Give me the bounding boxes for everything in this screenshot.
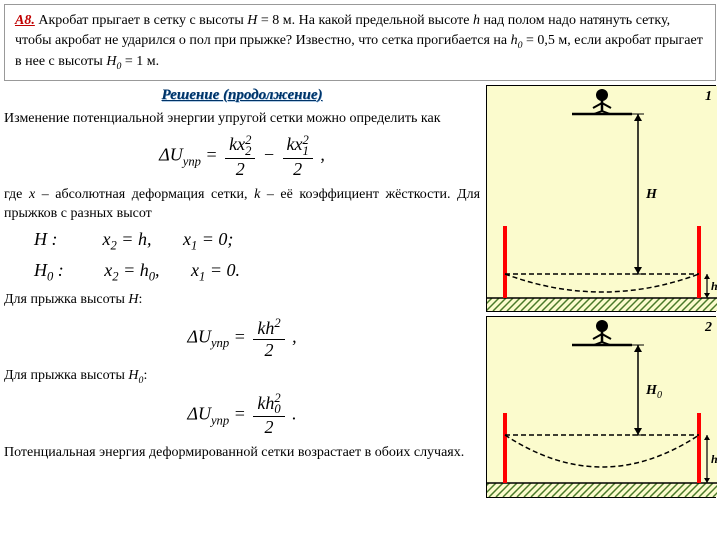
formula-H0-case: H0 : x2 = h0, x1 = 0. (4, 260, 480, 285)
paragraph-4: Для прыжка высоты H0: (4, 367, 480, 387)
main-area: Решение (продолжение) Изменение потенциа… (0, 85, 720, 498)
figure-2: H0h02 (486, 316, 716, 498)
formula-delta-U: ΔUупр = kx222 − kx212 , (4, 134, 480, 179)
paragraph-2: где x – абсолютная деформация сетки, k –… (4, 186, 480, 224)
formula-U-H0: ΔUупр = kh202 . (4, 393, 480, 438)
solution-title: Решение (продолжение) (4, 87, 480, 104)
paragraph-3: Для прыжка высоты H: (4, 291, 480, 310)
svg-text:1: 1 (705, 89, 712, 104)
svg-text:h: h (711, 279, 717, 293)
svg-text:h: h (711, 452, 717, 466)
formula-U-H: ΔUупр = kh22 , (4, 316, 480, 361)
svg-text:0: 0 (657, 390, 662, 401)
formula-H-case: H : x2 = h, x1 = 0; (4, 229, 480, 254)
problem-label: А8. (15, 13, 35, 28)
solution-column: Решение (продолжение) Изменение потенциа… (4, 85, 486, 498)
problem-text: Акробат прыгает в сетку с высоты H = 8 м… (15, 13, 703, 69)
figure-1: Hh 1 (486, 85, 716, 312)
paragraph-1: Изменение потенциальной энергии упругой … (4, 110, 480, 129)
svg-text:H: H (645, 187, 658, 202)
svg-text:2: 2 (704, 320, 712, 335)
paragraph-5: Потенциальная энергия деформированной се… (4, 444, 480, 463)
problem-statement: А8. Акробат прыгает в сетку с высоты H =… (4, 4, 716, 81)
figures-column: Hh1 H0h02 (486, 85, 716, 498)
